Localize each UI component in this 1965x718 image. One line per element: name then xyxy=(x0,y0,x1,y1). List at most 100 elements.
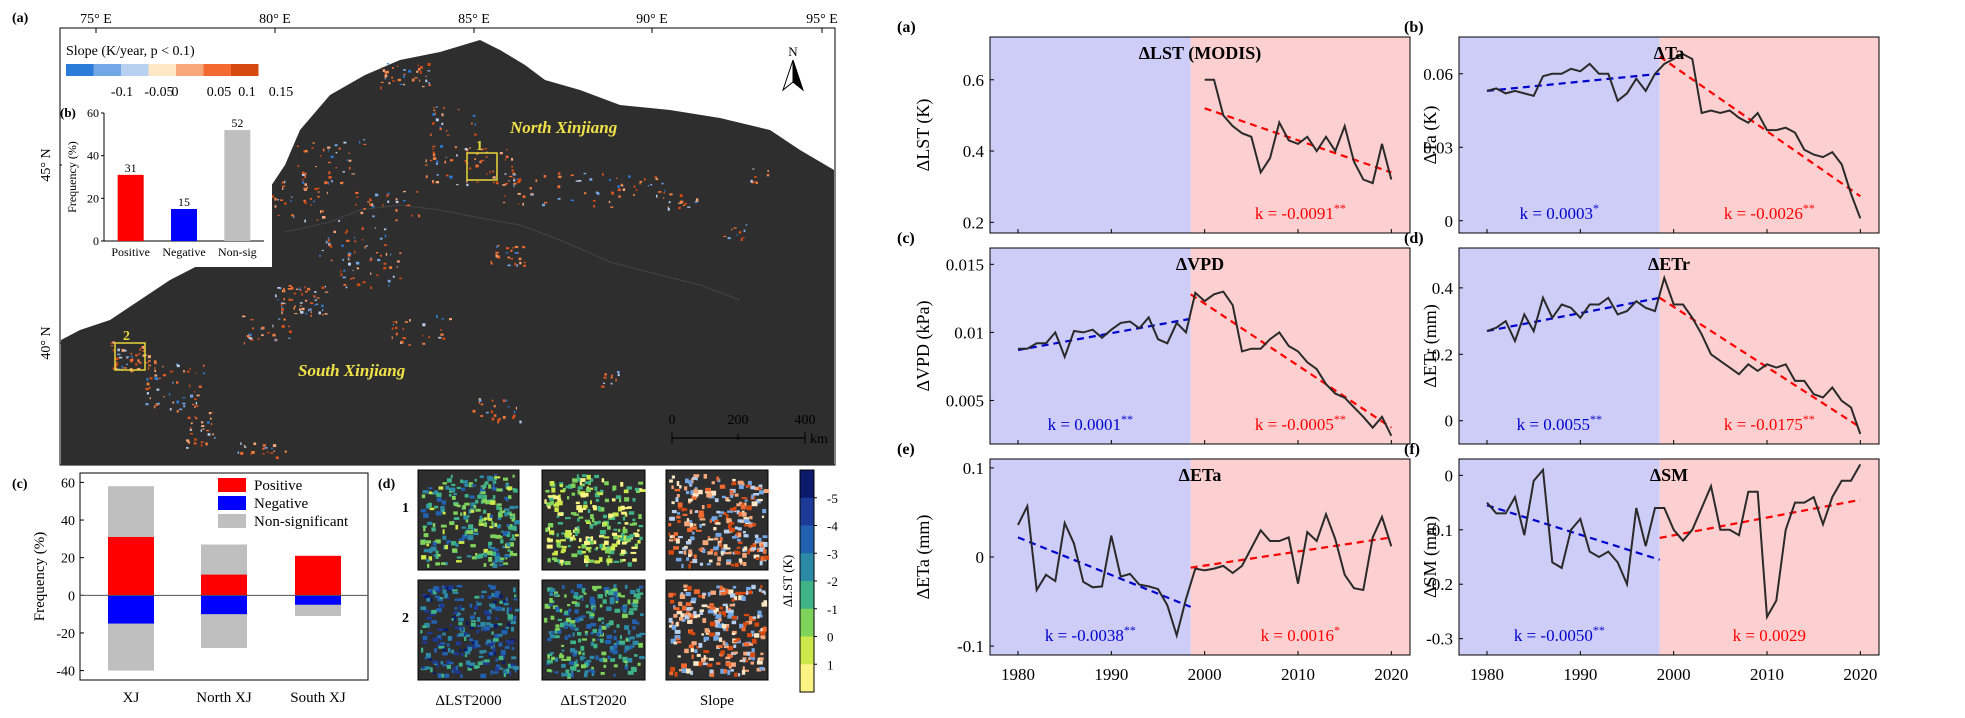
small-map-pixel xyxy=(594,522,597,525)
slope-pixel xyxy=(327,181,329,184)
small-map-pixel xyxy=(427,632,433,635)
slope-pixel xyxy=(369,198,372,201)
small-map-pixel xyxy=(613,535,619,540)
small-map-pixel xyxy=(479,650,484,654)
small-map-pixel xyxy=(738,501,742,505)
stack-bar-positive xyxy=(295,555,341,596)
slope-pixel xyxy=(374,227,377,229)
small-map-pixel xyxy=(503,477,509,481)
small-map-pixel xyxy=(733,506,737,512)
slope-pixel xyxy=(388,284,390,287)
slope-pixel xyxy=(522,246,526,249)
small-map-pixel xyxy=(573,592,579,596)
small-map-pixel xyxy=(682,547,687,550)
small-map-pixel xyxy=(456,486,461,490)
small-map-pixel xyxy=(468,482,473,488)
slope-pixel xyxy=(428,84,432,86)
inset-bar xyxy=(117,174,144,241)
small-map-pixel xyxy=(686,668,691,674)
small-map-pixel xyxy=(483,509,487,514)
slope-pixel xyxy=(163,396,165,398)
small-map-pixel xyxy=(631,546,638,550)
slope-pixel xyxy=(158,377,161,380)
small-map-pixel xyxy=(591,517,595,523)
period-late-background xyxy=(1190,37,1410,233)
slope-pixel xyxy=(308,308,310,312)
small-map-pixel xyxy=(621,511,627,515)
small-map-pixel xyxy=(513,666,519,670)
slope-pixel xyxy=(195,372,197,374)
slope-pixel xyxy=(472,114,476,117)
small-map-pixel xyxy=(592,606,596,612)
small-map-pixel xyxy=(484,517,488,521)
slope-pixel xyxy=(664,189,666,192)
slope-pixel xyxy=(115,361,118,363)
small-map-pixel xyxy=(751,494,754,500)
small-map-pixel xyxy=(736,546,741,549)
small-map-pixel xyxy=(753,554,760,559)
small-map-pixel xyxy=(679,485,682,489)
small-map-pixel xyxy=(727,589,734,595)
ts-xtick-label: 2020 xyxy=(1843,665,1877,684)
small-map-pixel xyxy=(421,555,427,560)
slope-pixel xyxy=(499,152,503,155)
small-map-pixel xyxy=(495,666,499,672)
small-map-pixel xyxy=(686,557,689,561)
small-map-pixel xyxy=(722,603,728,607)
slope-pixel xyxy=(148,386,151,389)
ts-xtick-label: 2010 xyxy=(1750,665,1784,684)
stack-ytick-label: 0 xyxy=(68,589,75,604)
slope-pixel xyxy=(603,382,606,384)
small-map-pixel xyxy=(719,542,722,547)
small-map-pixel xyxy=(704,628,710,633)
small-map-pixel xyxy=(570,666,576,670)
small-map-pixel xyxy=(681,618,686,622)
small-map-pixel xyxy=(498,655,504,661)
small-map-pixel xyxy=(679,594,686,599)
slope-pixel xyxy=(200,444,203,447)
legend-label: 0.1 xyxy=(238,85,256,100)
small-map-pixel xyxy=(743,534,748,538)
small-map-pixel xyxy=(499,600,503,604)
ts-title: ΔTa xyxy=(1654,43,1685,63)
small-map-pixel xyxy=(730,593,736,598)
small-map-pixel xyxy=(693,474,700,478)
legend-label: -0.1 xyxy=(111,85,133,100)
slope-pixel xyxy=(299,308,301,311)
small-map-pixel xyxy=(464,636,467,641)
north-south-boundary xyxy=(284,204,741,301)
small-map-pixel xyxy=(753,493,760,496)
slope-pixel xyxy=(283,289,285,293)
slope-pixel xyxy=(387,192,391,195)
small-map-pixel xyxy=(585,563,588,567)
small-map-pixel xyxy=(485,611,491,616)
slope-pixel xyxy=(738,231,742,234)
small-map-pixel xyxy=(684,615,690,620)
slope-pixel xyxy=(162,366,164,368)
slope-pixel xyxy=(583,172,587,175)
slope-pixel xyxy=(207,421,210,424)
slope-pixel xyxy=(432,153,436,157)
small-map-pixel xyxy=(579,595,584,598)
small-map-pixel xyxy=(690,648,695,653)
slope-pixel xyxy=(322,148,325,152)
small-map-pixel xyxy=(581,638,587,641)
small-map-pixel xyxy=(606,634,613,640)
slope-pixel xyxy=(369,260,372,262)
small-map-pixel xyxy=(640,613,644,616)
small-map-pixel xyxy=(709,549,714,552)
slope-pixel xyxy=(523,264,527,267)
small-map-pixel xyxy=(601,621,605,625)
slope-pixel xyxy=(384,74,388,78)
small-map-pixel xyxy=(719,484,726,489)
small-map-pixel xyxy=(726,559,732,563)
slope-pixel xyxy=(288,285,292,287)
slope-pixel xyxy=(117,353,121,356)
small-map-pixel xyxy=(693,614,698,619)
slope-pixel xyxy=(360,211,364,215)
slope-pixel xyxy=(380,86,382,90)
small-map-pixel xyxy=(595,498,600,502)
slope-pixel xyxy=(187,440,190,444)
slope-pixel xyxy=(176,363,179,366)
